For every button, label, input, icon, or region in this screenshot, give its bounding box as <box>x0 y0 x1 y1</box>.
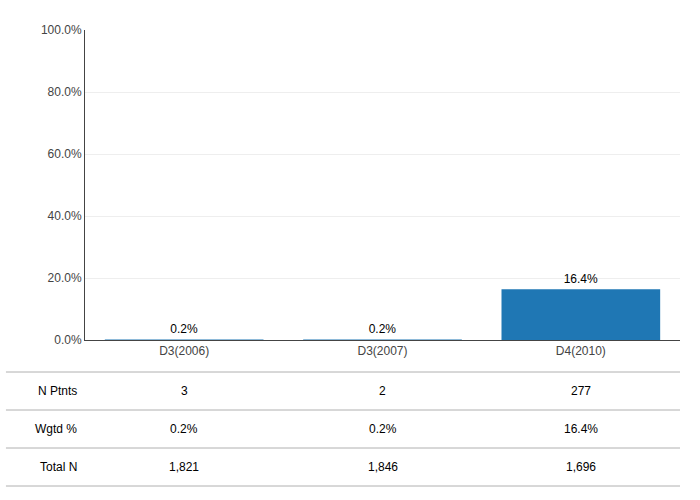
svg-text:0.2%: 0.2% <box>369 322 397 336</box>
svg-text:0.2%: 0.2% <box>369 422 397 436</box>
svg-text:1,821: 1,821 <box>169 460 199 474</box>
svg-text:60.0%: 60.0% <box>48 147 82 161</box>
svg-text:16.4%: 16.4% <box>564 422 598 436</box>
svg-text:16.4%: 16.4% <box>564 272 598 286</box>
svg-text:0.2%: 0.2% <box>170 422 198 436</box>
svg-text:Wgtd %: Wgtd % <box>35 422 77 436</box>
svg-text:D3(2006): D3(2006) <box>159 344 209 358</box>
svg-text:40.0%: 40.0% <box>48 209 82 223</box>
svg-text:Total N: Total N <box>40 460 77 474</box>
svg-text:1,846: 1,846 <box>368 460 398 474</box>
svg-text:277: 277 <box>571 384 591 398</box>
svg-text:D4(2010): D4(2010) <box>556 344 606 358</box>
svg-text:0.2%: 0.2% <box>170 322 198 336</box>
svg-text:20.0%: 20.0% <box>48 271 82 285</box>
svg-text:80.0%: 80.0% <box>48 85 82 99</box>
svg-text:3: 3 <box>181 384 188 398</box>
svg-text:1,696: 1,696 <box>566 460 596 474</box>
svg-text:0.0%: 0.0% <box>54 333 82 347</box>
svg-text:N Ptnts: N Ptnts <box>38 384 77 398</box>
svg-text:100.0%: 100.0% <box>41 23 82 37</box>
svg-text:D3(2007): D3(2007) <box>357 344 407 358</box>
svg-text:2: 2 <box>379 384 386 398</box>
